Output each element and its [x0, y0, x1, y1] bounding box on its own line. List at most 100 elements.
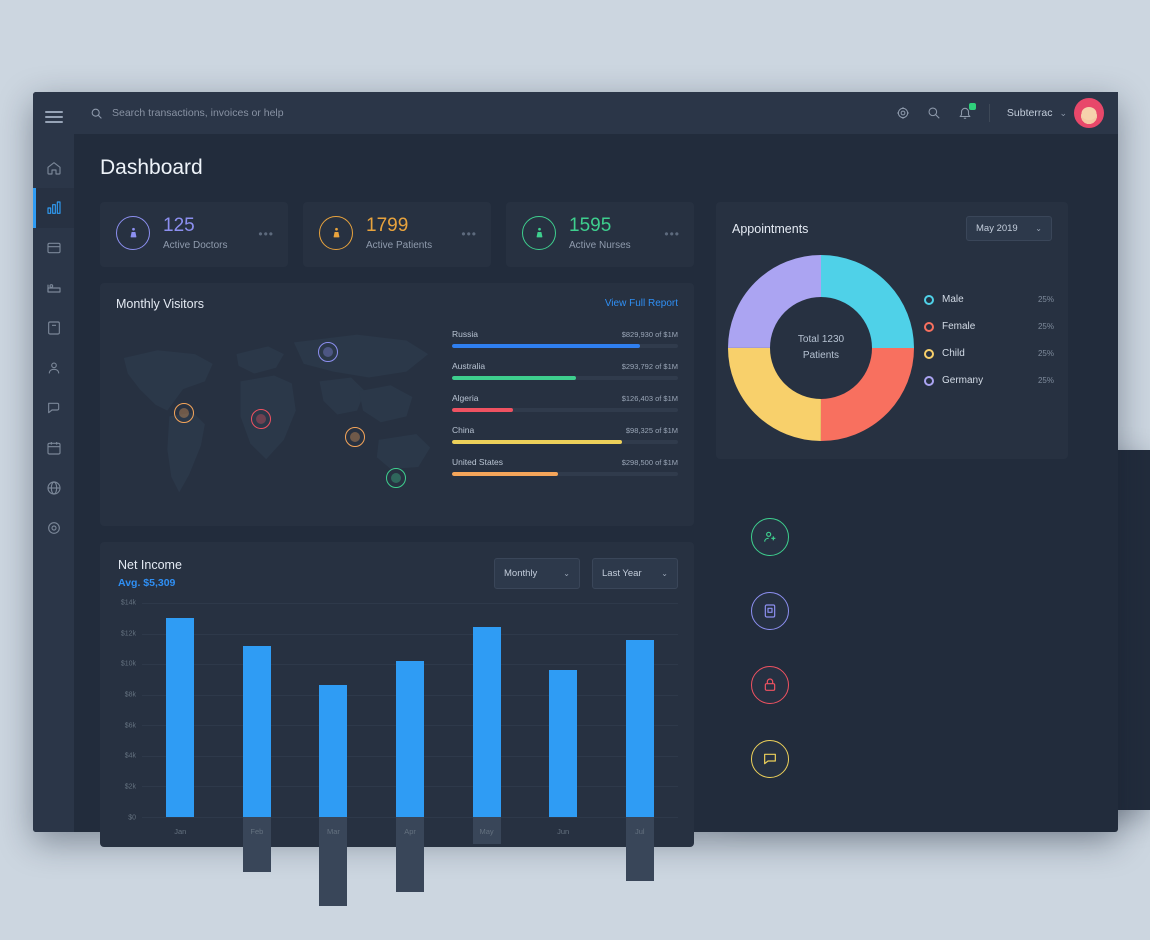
- legend-item[interactable]: Child 25%: [924, 348, 1054, 359]
- sidebar-item-records[interactable]: [33, 308, 74, 348]
- chart-bar-column[interactable]: [448, 603, 525, 845]
- stat-value: 125: [163, 215, 195, 236]
- monthly-visitors-panel: Monthly Visitors View Full Report: [100, 282, 694, 526]
- card-icon: [46, 242, 61, 254]
- stat-card-active-patients[interactable]: 1799 Active Patients •••: [303, 202, 491, 267]
- legend-percent: 25%: [1037, 322, 1054, 331]
- bar-segment-secondary: [472, 816, 501, 845]
- legend-item[interactable]: Female 25%: [924, 321, 1054, 332]
- x-axis-tick: Jun: [557, 826, 570, 836]
- sidebar-item-beds[interactable]: [33, 268, 74, 308]
- legend-item[interactable]: Male 25%: [924, 294, 1054, 305]
- search-icon: [91, 108, 102, 119]
- chart-bar-column[interactable]: [219, 603, 296, 872]
- bar-segment-primary: [625, 639, 654, 817]
- period-select[interactable]: Monthly ⌄: [494, 557, 580, 589]
- country-progress-fill: [452, 471, 559, 476]
- chart-x-axis: Jan Feb Mar Apr May Jun Jul: [142, 827, 678, 836]
- country-progress-track: [452, 471, 678, 476]
- nurse-icon: [522, 216, 556, 251]
- view-full-report-link[interactable]: View Full Report: [604, 298, 678, 310]
- map-marker-china[interactable]: [345, 427, 366, 448]
- settings-icon[interactable]: [896, 106, 910, 120]
- stat-card-active-doctors[interactable]: 125 Active Doctors •••: [100, 202, 288, 267]
- stat-card-active-nurses[interactable]: 1595 Active Nurses •••: [506, 202, 694, 267]
- search-box[interactable]: [90, 107, 886, 120]
- bar-segment-primary: [319, 685, 348, 817]
- y-axis-tick: $12k: [120, 630, 136, 638]
- x-axis-tick: May: [479, 826, 494, 836]
- net-income-panel: Net Income Avg. $5,309 Monthly ⌄: [100, 541, 694, 906]
- search-zoom-icon[interactable]: [927, 106, 941, 120]
- chart-bar-column[interactable]: [142, 603, 219, 817]
- bar-segment-primary: [472, 627, 501, 817]
- stat-menu-icon[interactable]: •••: [258, 227, 274, 242]
- bar-segment-primary: [242, 645, 271, 817]
- sidebar-item-calendar[interactable]: [33, 428, 74, 468]
- chart-bar-column[interactable]: [601, 603, 678, 882]
- country-progress-fill: [452, 375, 577, 380]
- x-axis-tick: Mar: [326, 826, 340, 836]
- bar-segment-primary: [396, 661, 425, 817]
- donut-segment-child[interactable]: [728, 255, 914, 441]
- map-marker-australia[interactable]: [385, 468, 406, 489]
- net-income-average: Avg. $5,309: [118, 576, 176, 589]
- home-icon: [46, 162, 61, 175]
- y-axis-tick: $8k: [124, 691, 136, 699]
- bed-icon: [46, 284, 61, 293]
- net-income-chart: $14k $12k $10k $8k $6k $4k $2k $0 Jan Feb Mar Apr M…: [100, 589, 694, 906]
- legend-label: Male: [942, 294, 964, 305]
- country-progress-track: [452, 407, 678, 412]
- bell-icon[interactable]: [958, 103, 976, 120]
- x-axis-tick: Apr: [404, 826, 416, 836]
- country-value: $98,325 of $1M: [625, 425, 678, 435]
- notification-badge: [968, 103, 976, 110]
- user-plus-icon: [751, 518, 789, 556]
- sidebar-item-settings[interactable]: [33, 508, 74, 548]
- y-axis-tick: $14k: [120, 599, 136, 607]
- country-name: China: [452, 424, 475, 435]
- country-name: Russia: [452, 328, 478, 339]
- chart-bar-column[interactable]: [372, 603, 449, 892]
- search-input[interactable]: [112, 107, 432, 119]
- patient-icon: [319, 216, 353, 251]
- map-marker-algeria[interactable]: [251, 408, 272, 429]
- map-marker-russia[interactable]: [318, 342, 339, 363]
- topbar-divider: [988, 104, 990, 122]
- country-value: $126,403 of $1M: [621, 393, 678, 403]
- y-axis-tick: $0: [128, 814, 136, 822]
- sidebar-item-payments[interactable]: [33, 228, 74, 268]
- range-select[interactable]: Last Year ⌄: [592, 557, 678, 589]
- legend-item[interactable]: Germany 25%: [924, 375, 1054, 386]
- calendar-icon: [46, 442, 61, 455]
- bar-segment-secondary: [396, 816, 425, 892]
- chart-bar-column[interactable]: [525, 603, 602, 817]
- topbar: Subterrac ⌄: [74, 92, 1118, 134]
- legend-color-dot: [924, 375, 934, 386]
- country-row: Russia $829,930 of $1M: [452, 329, 678, 348]
- month-select[interactable]: May 2019 ⌄: [966, 216, 1052, 241]
- stat-menu-icon[interactable]: •••: [664, 227, 680, 242]
- legend-color-dot: [924, 348, 934, 359]
- message-icon: [751, 740, 789, 779]
- donut-total-unit: Patients: [802, 350, 840, 361]
- sidebar-item-network[interactable]: [33, 468, 74, 508]
- sidebar-item-messages[interactable]: [33, 388, 74, 428]
- donut-segment-germany[interactable]: [728, 255, 914, 441]
- avatar[interactable]: [1074, 98, 1104, 128]
- sidebar-item-home[interactable]: [33, 148, 74, 188]
- legend-color-dot: [924, 321, 934, 332]
- donut-segment-female[interactable]: [728, 255, 914, 441]
- sidebar-item-patients[interactable]: [33, 348, 74, 388]
- chevron-down-icon: ⌄: [661, 568, 668, 578]
- country-progress-track: [452, 375, 678, 380]
- sidebar-item-analytics[interactable]: [33, 188, 74, 228]
- menu-toggle-icon[interactable]: [44, 108, 63, 126]
- country-bars: Russia $829,930 of $1M Australia $293,792 o…: [452, 321, 678, 506]
- chart-bar-column[interactable]: [295, 603, 372, 906]
- stat-menu-icon[interactable]: •••: [461, 227, 477, 242]
- gridline: $12k: [121, 630, 678, 637]
- map-marker-united-states[interactable]: [173, 403, 194, 424]
- user-menu[interactable]: Subterrac ⌄: [1007, 98, 1104, 128]
- chevron-down-icon: ⌄: [1059, 107, 1067, 118]
